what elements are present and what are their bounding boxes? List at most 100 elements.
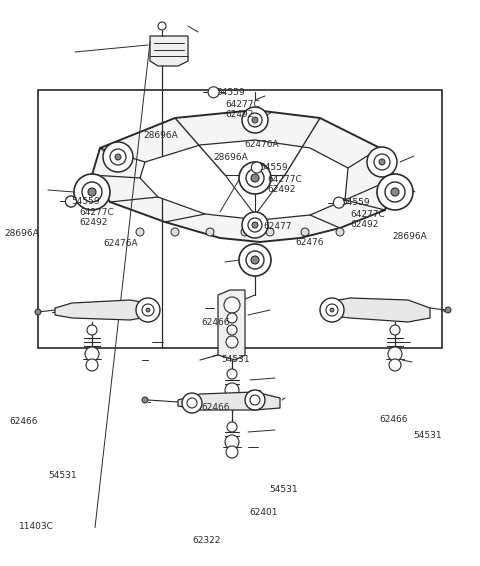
- Text: 28696A: 28696A: [143, 131, 178, 140]
- Text: 54559: 54559: [216, 88, 245, 97]
- Circle shape: [252, 117, 258, 123]
- Circle shape: [336, 228, 344, 236]
- Circle shape: [115, 154, 121, 160]
- Circle shape: [87, 325, 97, 335]
- Text: 11403C: 11403C: [19, 522, 54, 531]
- Circle shape: [226, 446, 238, 458]
- Text: 62492: 62492: [268, 185, 296, 194]
- Circle shape: [225, 383, 239, 397]
- Polygon shape: [150, 36, 188, 66]
- Circle shape: [326, 304, 338, 316]
- Text: 62492: 62492: [226, 110, 254, 119]
- Circle shape: [65, 196, 76, 207]
- Bar: [38, 90, 442, 348]
- Text: 54531: 54531: [221, 355, 250, 364]
- Circle shape: [379, 159, 385, 165]
- Circle shape: [252, 162, 262, 173]
- Circle shape: [226, 336, 238, 348]
- Text: 64277C: 64277C: [350, 210, 385, 219]
- Circle shape: [330, 308, 334, 312]
- Text: 54559: 54559: [342, 198, 371, 207]
- Text: 54559: 54559: [259, 163, 288, 172]
- Circle shape: [142, 304, 154, 316]
- Text: 64277C: 64277C: [226, 100, 260, 109]
- Circle shape: [391, 188, 399, 196]
- Text: 28696A: 28696A: [214, 153, 248, 162]
- Circle shape: [242, 212, 268, 238]
- Circle shape: [171, 228, 179, 236]
- Circle shape: [252, 222, 258, 228]
- Text: 62476: 62476: [295, 238, 324, 247]
- Circle shape: [389, 359, 401, 371]
- Circle shape: [445, 307, 451, 313]
- Circle shape: [142, 397, 148, 403]
- Circle shape: [227, 313, 237, 323]
- Circle shape: [248, 113, 262, 127]
- Circle shape: [187, 398, 197, 408]
- Circle shape: [182, 393, 202, 413]
- Text: 62476A: 62476A: [103, 239, 138, 248]
- Circle shape: [245, 390, 265, 410]
- Circle shape: [224, 297, 240, 313]
- Polygon shape: [322, 298, 430, 322]
- Text: 28696A: 28696A: [5, 229, 39, 238]
- Polygon shape: [55, 300, 158, 320]
- Text: 62466: 62466: [379, 415, 408, 424]
- Text: 28696A: 28696A: [393, 232, 427, 241]
- Circle shape: [241, 228, 249, 236]
- Circle shape: [88, 188, 96, 196]
- Text: 62401: 62401: [250, 508, 278, 517]
- Circle shape: [82, 182, 102, 202]
- Text: 62322: 62322: [192, 536, 220, 545]
- Circle shape: [320, 298, 344, 322]
- Circle shape: [208, 87, 219, 98]
- Circle shape: [65, 196, 76, 207]
- Text: 64277C: 64277C: [79, 208, 114, 217]
- Circle shape: [385, 182, 405, 202]
- Text: 62477: 62477: [263, 222, 291, 231]
- Circle shape: [239, 162, 271, 194]
- Circle shape: [374, 154, 390, 170]
- Circle shape: [136, 298, 160, 322]
- Circle shape: [206, 228, 214, 236]
- Circle shape: [367, 147, 397, 177]
- Circle shape: [246, 169, 264, 187]
- Circle shape: [86, 359, 98, 371]
- Text: 62476A: 62476A: [245, 140, 279, 149]
- Circle shape: [266, 228, 274, 236]
- Circle shape: [110, 149, 126, 165]
- Circle shape: [251, 174, 259, 182]
- Circle shape: [246, 251, 264, 269]
- Circle shape: [250, 395, 260, 405]
- Text: 54531: 54531: [269, 485, 298, 494]
- Circle shape: [35, 309, 41, 315]
- Circle shape: [390, 325, 400, 335]
- Circle shape: [251, 256, 259, 264]
- Text: 62492: 62492: [350, 220, 379, 229]
- Circle shape: [85, 347, 99, 361]
- Circle shape: [227, 369, 237, 379]
- Polygon shape: [140, 140, 348, 220]
- Text: 64277C: 64277C: [268, 175, 302, 185]
- Circle shape: [388, 347, 402, 361]
- Circle shape: [242, 107, 268, 133]
- Text: 54531: 54531: [413, 431, 442, 440]
- Polygon shape: [218, 290, 245, 360]
- Text: 62466: 62466: [10, 417, 38, 426]
- Circle shape: [377, 174, 413, 210]
- Circle shape: [225, 435, 239, 449]
- Text: 62492: 62492: [79, 218, 108, 227]
- Circle shape: [227, 325, 237, 335]
- Circle shape: [248, 218, 262, 232]
- Circle shape: [136, 228, 144, 236]
- Text: 62466: 62466: [202, 318, 230, 327]
- Text: 62466: 62466: [202, 403, 230, 412]
- Circle shape: [146, 308, 150, 312]
- Circle shape: [227, 422, 237, 432]
- Circle shape: [103, 142, 133, 172]
- Text: 54531: 54531: [48, 471, 77, 480]
- Polygon shape: [92, 110, 395, 242]
- Circle shape: [158, 22, 166, 30]
- Circle shape: [239, 244, 271, 276]
- Circle shape: [334, 197, 344, 208]
